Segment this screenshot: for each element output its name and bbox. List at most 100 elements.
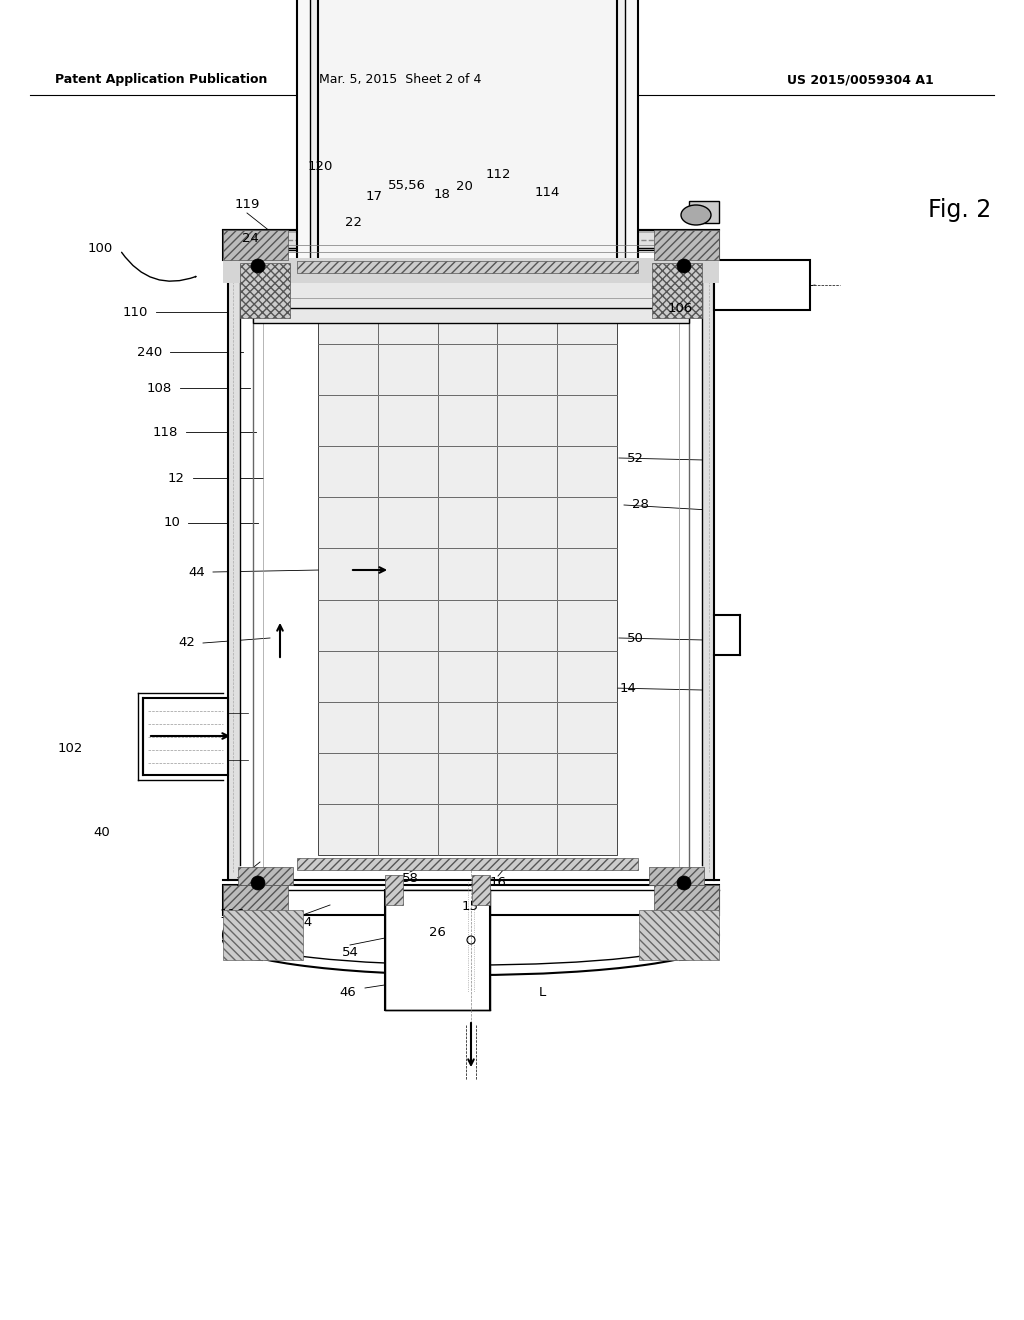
Text: 26: 26 (429, 925, 445, 939)
Bar (240, 263, 290, 318)
Bar (318, 345, 378, 395)
Bar (378, 548, 437, 599)
Bar (557, 293, 617, 345)
Bar (378, 599, 437, 651)
Bar (378, 345, 437, 395)
Ellipse shape (681, 205, 711, 224)
Bar (437, 752, 498, 804)
Bar (223, 884, 288, 915)
Text: US 2015/0059304 A1: US 2015/0059304 A1 (786, 74, 933, 87)
Bar (297, 858, 638, 870)
Bar (318, 651, 378, 702)
Bar (143, 698, 228, 775)
Bar (557, 651, 617, 702)
Text: 114: 114 (535, 186, 560, 198)
Bar (318, 446, 378, 498)
Bar (557, 599, 617, 651)
Bar (437, 599, 498, 651)
Bar (297, 0, 638, 282)
Text: Fig. 2: Fig. 2 (929, 198, 991, 222)
Bar (378, 752, 437, 804)
Bar (498, 548, 557, 599)
Bar (557, 752, 617, 804)
Text: 106: 106 (668, 301, 693, 314)
Text: 16: 16 (489, 875, 507, 888)
Bar (318, 548, 378, 599)
Text: 52: 52 (627, 451, 644, 465)
Text: 15: 15 (462, 900, 478, 913)
Bar (498, 395, 557, 446)
Bar (654, 230, 719, 260)
Text: 18: 18 (433, 189, 451, 202)
Bar (385, 890, 490, 1010)
Bar (223, 257, 719, 282)
Text: 12: 12 (168, 471, 185, 484)
Text: 36: 36 (236, 875, 253, 888)
Text: 54: 54 (342, 945, 358, 958)
Text: 55,56: 55,56 (388, 180, 426, 193)
Bar (318, 395, 378, 446)
Bar (652, 263, 702, 318)
Circle shape (251, 259, 265, 273)
Text: 40: 40 (93, 825, 110, 838)
Bar (318, 498, 378, 548)
Bar (437, 548, 498, 599)
Text: 108: 108 (146, 381, 172, 395)
Bar (437, 293, 498, 345)
Bar (318, 599, 378, 651)
Text: 22: 22 (345, 215, 362, 228)
Bar (557, 804, 617, 855)
Bar (498, 804, 557, 855)
Text: 42: 42 (178, 636, 195, 649)
Text: 104: 104 (288, 916, 312, 928)
Text: 10: 10 (163, 516, 180, 529)
Bar (654, 884, 719, 915)
Text: L: L (539, 986, 546, 998)
Bar (378, 498, 437, 548)
Bar (378, 804, 437, 855)
Bar (378, 702, 437, 752)
Text: 17: 17 (366, 190, 383, 203)
Bar (223, 909, 303, 960)
Text: 14: 14 (620, 681, 637, 694)
Bar (557, 702, 617, 752)
Bar (557, 395, 617, 446)
Bar (318, 804, 378, 855)
Bar (498, 446, 557, 498)
Text: Patent Application Publication: Patent Application Publication (55, 74, 267, 87)
Text: 118: 118 (153, 425, 178, 438)
Circle shape (251, 876, 265, 890)
Bar (310, 0, 625, 282)
Bar (498, 498, 557, 548)
Text: 58: 58 (401, 871, 419, 884)
Bar (498, 345, 557, 395)
Bar (557, 446, 617, 498)
Text: 24: 24 (242, 231, 258, 244)
Bar (714, 260, 810, 310)
Text: 240: 240 (137, 346, 162, 359)
Circle shape (677, 876, 691, 890)
Bar (223, 230, 288, 260)
Text: 110: 110 (123, 305, 148, 318)
Bar (378, 293, 437, 345)
Bar (498, 752, 557, 804)
Bar (498, 293, 557, 345)
Text: 102: 102 (57, 742, 83, 755)
Text: 100: 100 (88, 242, 113, 255)
Bar (472, 875, 490, 906)
Bar (318, 702, 378, 752)
Bar (223, 230, 719, 260)
Bar (318, 752, 378, 804)
Text: 20: 20 (456, 180, 472, 193)
Text: Mar. 5, 2015  Sheet 2 of 4: Mar. 5, 2015 Sheet 2 of 4 (318, 74, 481, 87)
Bar (557, 498, 617, 548)
Bar (437, 804, 498, 855)
Text: 116: 116 (219, 908, 245, 921)
Text: 112: 112 (485, 169, 511, 181)
Bar (378, 395, 437, 446)
Bar (557, 345, 617, 395)
Bar (689, 201, 719, 223)
Bar (437, 446, 498, 498)
Bar (385, 875, 403, 906)
Bar (297, 261, 638, 273)
